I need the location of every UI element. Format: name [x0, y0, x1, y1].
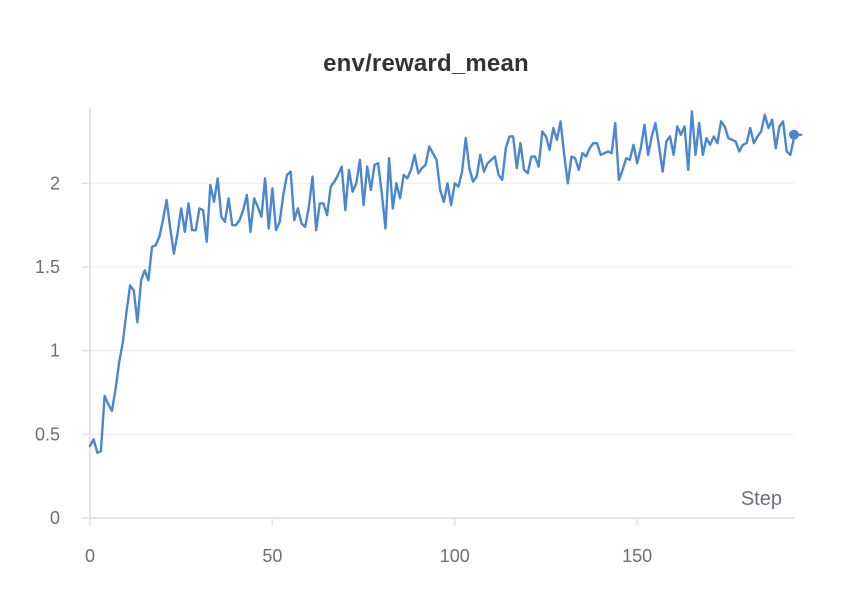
series-layer: [88, 110, 803, 454]
x-axis-label: Step: [741, 488, 782, 510]
series-line: [88, 110, 803, 454]
y-tick-label: 1: [50, 341, 60, 361]
gridlines: [90, 182, 794, 435]
x-tick-label: 0: [85, 546, 95, 566]
tick-labels: 0 0.5 1 1.5 2 0 50 100 150: [35, 173, 652, 566]
x-tick-label: 50: [262, 546, 282, 566]
chart-title: env/reward_mean: [323, 50, 529, 77]
y-tick-label: 0: [50, 508, 60, 528]
x-tick-label: 100: [440, 546, 470, 566]
axes: [89, 108, 794, 519]
y-tick-label: 0.5: [35, 424, 60, 444]
y-tick-label: 1.5: [35, 257, 60, 277]
x-tick-label: 150: [622, 546, 652, 566]
y-tick-label: 2: [50, 173, 60, 193]
series-end-marker: [789, 129, 799, 140]
